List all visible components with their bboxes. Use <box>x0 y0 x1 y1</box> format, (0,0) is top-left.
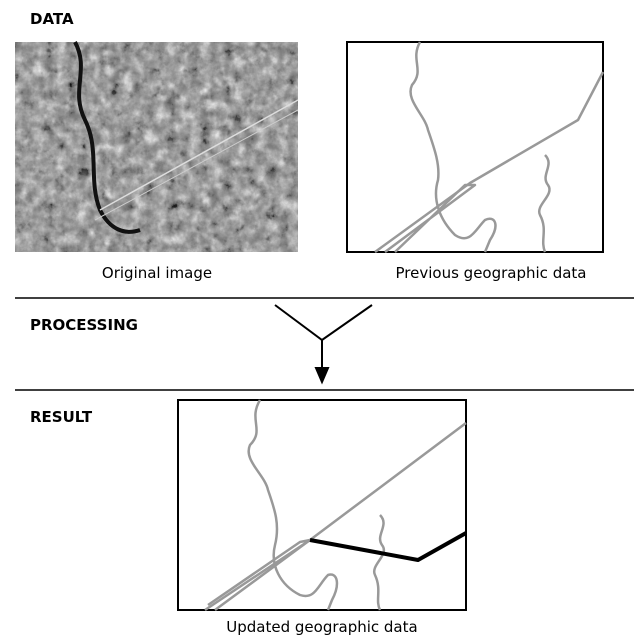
section-label: PROCESSING <box>30 316 138 334</box>
section-label: DATA <box>30 10 74 28</box>
section-label: RESULT <box>30 408 93 426</box>
previous-map <box>347 42 603 252</box>
caption: Updated geographic data <box>226 618 417 636</box>
merge-arrow <box>275 305 372 382</box>
caption: Original image <box>102 264 212 282</box>
caption: Previous geographic data <box>396 264 587 282</box>
satellite-image <box>15 42 298 252</box>
updated-map <box>178 400 466 610</box>
diagram: DATA Original image Previous geographic … <box>0 0 634 639</box>
